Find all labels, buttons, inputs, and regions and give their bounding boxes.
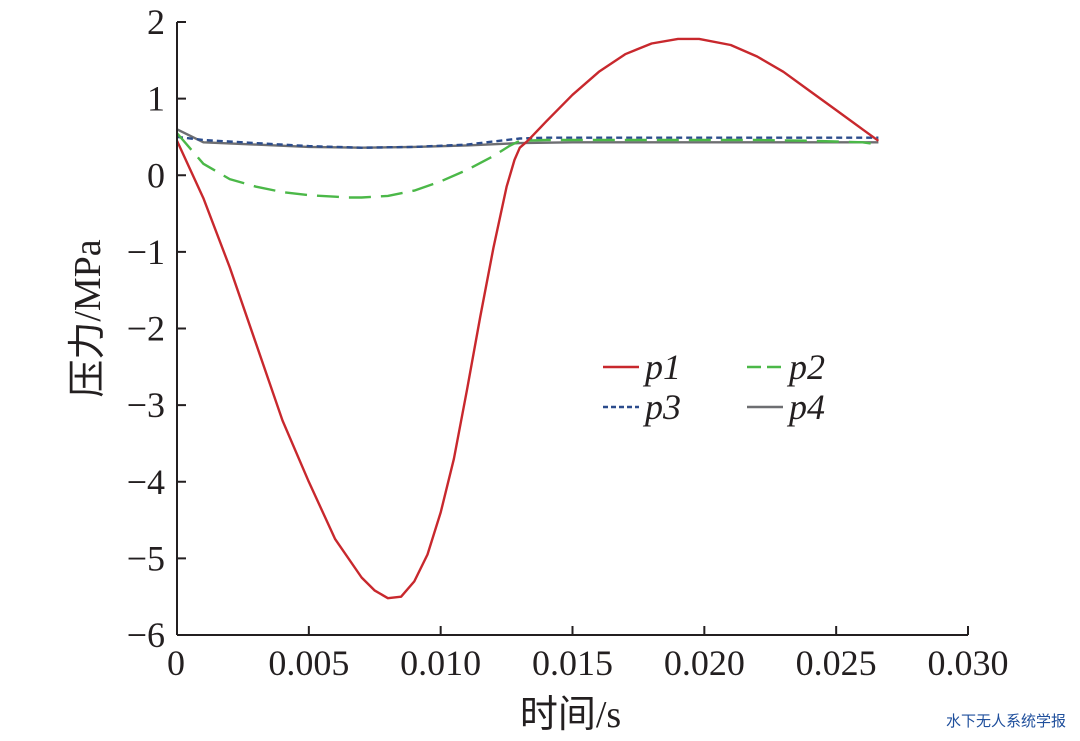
y-axis-title: 压力/MPa (67, 239, 109, 397)
series-line-p3 (176, 135, 879, 149)
y-tick-label: −3 (127, 385, 165, 425)
x-tick-label: 0.005 (268, 643, 349, 683)
y-tick-label: 0 (147, 155, 165, 195)
legend-label-p3: p3 (642, 387, 681, 427)
y-tick-label: −6 (127, 615, 165, 655)
x-axis-title: 时间/s (520, 694, 621, 736)
y-tick-label: −1 (127, 232, 165, 272)
y-tick-label: −4 (127, 462, 165, 502)
legend-label-p2: p2 (786, 347, 825, 387)
watermark: 水下无人系统学报 (945, 712, 1066, 730)
x-tick-label: 0.030 (928, 643, 1009, 683)
series-layer (175, 37, 880, 600)
axes: 210−1−2−3−4−5−60 0.005 0.010 0.015 0.020 0.02… (67, 2, 1009, 736)
y-tick-label: 2 (147, 2, 165, 42)
legend-label-p4: p4 (786, 387, 825, 427)
x-tick-label: 0 (167, 643, 185, 683)
series-line-p2 (176, 132, 879, 199)
legend-label-p1: p1 (642, 347, 681, 387)
y-tick-label: −5 (127, 538, 165, 578)
series-line-p4 (176, 128, 879, 149)
legend: p1 p2 p3 p4 (603, 347, 825, 427)
y-tick-label: 1 (147, 79, 165, 119)
x-tick-label: 0.025 (796, 643, 877, 683)
x-tick-label: 0.010 (400, 643, 481, 683)
series-line-p1 (175, 37, 880, 600)
x-tick-label: 0.015 (532, 643, 613, 683)
y-tick-label: −2 (127, 309, 165, 349)
x-tick-label: 0.020 (664, 643, 745, 683)
